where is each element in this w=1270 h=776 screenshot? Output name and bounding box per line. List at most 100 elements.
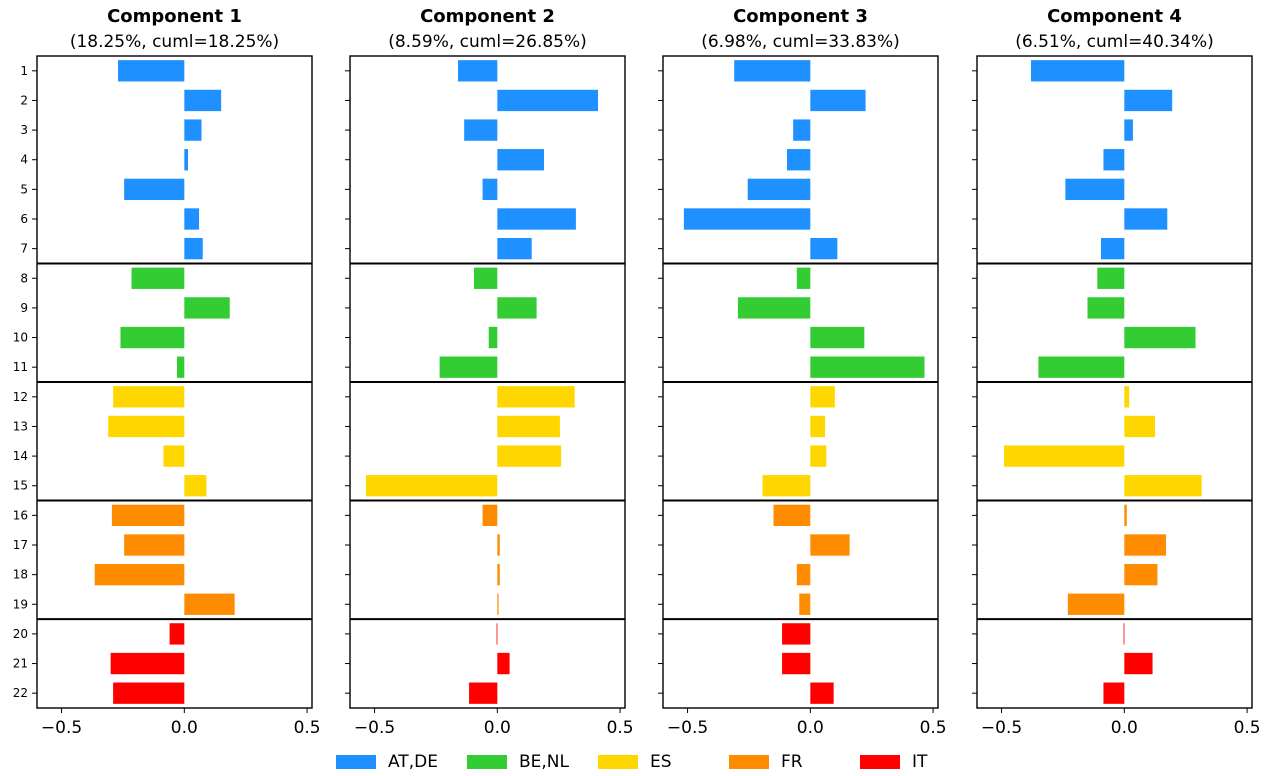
legend-label: FR [781, 752, 803, 772]
panel-frame [36, 55, 313, 709]
bar [1124, 89, 1173, 112]
bar [469, 682, 498, 704]
bar [810, 386, 835, 408]
bar [439, 356, 498, 378]
bar [497, 563, 500, 586]
legend-entry: BE,NL [467, 752, 570, 772]
bar [488, 326, 498, 349]
x-tick-label: 0.5 [294, 718, 321, 738]
legend-swatch [860, 755, 900, 769]
y-tick-label: 9 [20, 301, 28, 315]
y-tick-label: 20 [13, 627, 28, 641]
legend-swatch [336, 755, 376, 769]
x-tick-label: 0.5 [1234, 718, 1261, 738]
y-tick-label: 13 [13, 419, 28, 433]
bar [497, 593, 499, 615]
bar [497, 208, 576, 230]
bar [184, 149, 189, 171]
panel-title: Component 1 [107, 6, 242, 27]
bar [1124, 119, 1133, 141]
bar [799, 593, 811, 615]
bar [793, 119, 811, 141]
bar [482, 504, 498, 527]
legend-label: AT,DE [388, 752, 438, 772]
component-panel: Component 2 (8.59%, cuml=26.85%) −0.5 0.0 0.… [345, 6, 634, 738]
bar [737, 297, 811, 319]
x-tick-label: 0.0 [797, 718, 824, 738]
legend-swatch [467, 755, 507, 769]
x-tick-label: −0.5 [354, 718, 395, 738]
bar [810, 356, 925, 378]
legend-entry: IT [860, 752, 928, 772]
bar [810, 89, 866, 112]
bar [1124, 504, 1127, 527]
y-tick-label: 8 [20, 271, 28, 285]
bar [94, 563, 185, 586]
bar [124, 178, 185, 201]
legend-entry: FR [729, 752, 803, 772]
legend-swatch [598, 755, 638, 769]
panel-subtitle: (18.25%, cuml=18.25%) [70, 32, 279, 52]
bar [176, 356, 185, 378]
bar [118, 60, 185, 82]
bar [464, 119, 498, 141]
bar [1065, 178, 1125, 201]
legend-label: IT [912, 752, 928, 772]
bar [1124, 326, 1196, 349]
bar [365, 475, 498, 497]
bar [169, 623, 185, 645]
bar [1087, 297, 1125, 319]
bar [184, 89, 222, 112]
y-tick-label: 21 [13, 657, 28, 671]
bar [120, 326, 185, 349]
bar [497, 534, 500, 556]
bar [496, 623, 498, 645]
bar [1004, 445, 1125, 467]
legend-entry: AT,DE [336, 752, 438, 772]
bar [184, 297, 230, 319]
bar [747, 178, 811, 201]
y-tick-label: 3 [20, 123, 28, 137]
bar [124, 534, 185, 556]
legend-label: BE,NL [519, 752, 570, 772]
legend-entry: ES [598, 752, 672, 772]
bar [497, 149, 544, 171]
bar [113, 682, 185, 704]
y-tick-label: 17 [13, 538, 28, 552]
bar [458, 60, 498, 82]
bar [1103, 149, 1125, 171]
panel-subtitle: (8.59%, cuml=26.85%) [388, 32, 587, 52]
y-tick-label: 1 [20, 64, 28, 78]
bar [796, 267, 811, 289]
bar [184, 237, 203, 260]
panel-frame [976, 55, 1253, 709]
panel-subtitle: (6.51%, cuml=40.34%) [1015, 32, 1214, 52]
y-tick-label: 7 [20, 242, 28, 256]
bar [1123, 623, 1125, 645]
bar [473, 267, 498, 289]
bar [497, 445, 562, 467]
bar [131, 267, 185, 289]
panel-frame [662, 55, 939, 709]
bar [1124, 475, 1202, 497]
bar [773, 504, 811, 527]
bar [1124, 563, 1158, 586]
bar [113, 386, 185, 408]
bar [1124, 534, 1167, 556]
bar [782, 623, 811, 645]
bar [810, 237, 838, 260]
component-panels: Component 1(18.25%, cuml=18.25%)12345678… [13, 6, 1261, 738]
bar [1124, 652, 1153, 675]
panel-subtitle: (6.98%, cuml=33.83%) [701, 32, 900, 52]
panel-title: Component 4 [1047, 6, 1182, 27]
y-tick-label: 18 [13, 568, 28, 582]
bar [163, 445, 185, 467]
bar [1067, 593, 1125, 615]
x-tick-label: 0.0 [484, 718, 511, 738]
x-tick-label: 0.5 [607, 718, 634, 738]
bar [497, 297, 537, 319]
x-tick-label: −0.5 [667, 718, 708, 738]
bar [497, 237, 532, 260]
x-tick-label: 0.5 [920, 718, 947, 738]
legend-label: ES [650, 752, 672, 772]
